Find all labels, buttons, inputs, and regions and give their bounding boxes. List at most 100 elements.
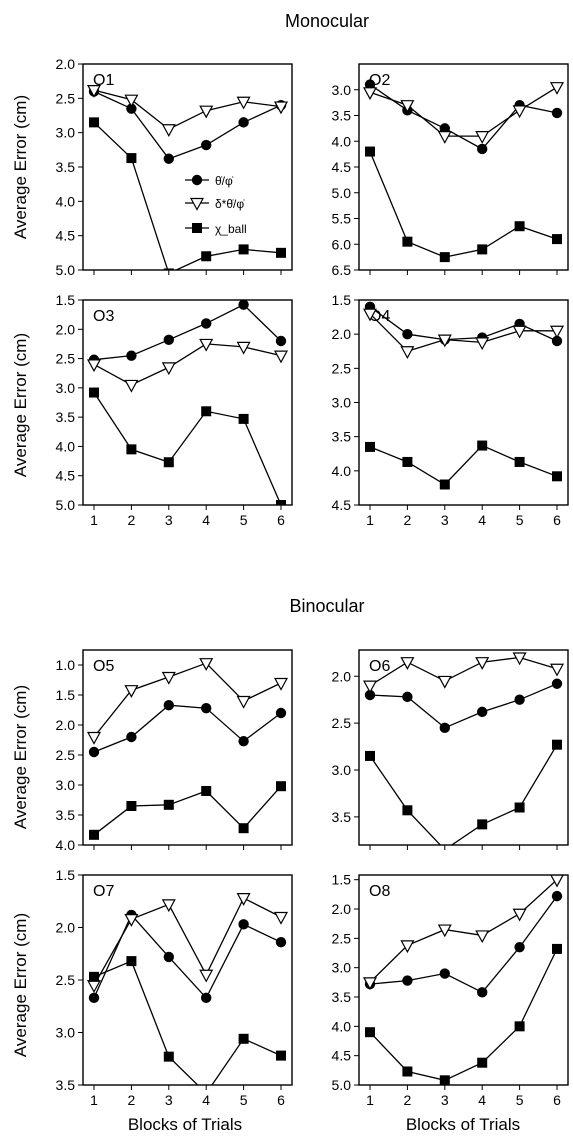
data-point-circle (439, 123, 450, 134)
x-tick-label: 1 (90, 512, 98, 528)
data-point-triangle (161, 671, 176, 685)
data-point-square (201, 406, 212, 417)
series-line-triangle-down (93, 662, 282, 738)
data-point-triangle (475, 131, 490, 144)
y-axis-label-row4: Average Error (cm) (11, 913, 30, 1057)
panel-o4: 1.52.02.53.03.54.04.51 2 3 4 5 6O4 (332, 292, 569, 528)
data-point-square (365, 441, 375, 452)
data-point-triangle (86, 359, 102, 373)
x-tick-label: 1 (366, 512, 374, 528)
data-point-square (552, 471, 562, 482)
x-tick-label: 3 (165, 512, 173, 528)
series-line-triangle-down (369, 313, 557, 353)
data-point-square (365, 1027, 375, 1038)
data-point-triangle (549, 82, 565, 95)
series-line-triangle-down (369, 656, 558, 687)
y-tick-label: 3.0 (332, 395, 352, 411)
data-point-triangle (124, 685, 139, 698)
data-point-square (402, 456, 413, 467)
data-point-square (276, 1050, 286, 1061)
data-point-square (514, 221, 525, 232)
series-group (362, 79, 565, 263)
x-tick-label: 2 (404, 1092, 412, 1108)
x-axis-label-right: Blocks of Trials (406, 1115, 520, 1134)
y-tick-label: 4.5 (332, 1048, 352, 1064)
y-tick-label: 3.5 (56, 1077, 76, 1093)
data-point-square (276, 500, 286, 505)
x-tick-label: 1 (366, 1092, 374, 1108)
series-group (362, 875, 564, 1085)
data-point-triangle (400, 657, 415, 670)
data-point-circle (402, 975, 413, 986)
x-tick-label: 3 (165, 1092, 173, 1108)
data-point-circle (201, 318, 212, 329)
series-line-square (369, 151, 558, 258)
y-tick-label: 2.0 (56, 717, 76, 733)
panel-label: O3 (93, 308, 114, 325)
panel-label: O8 (369, 883, 390, 900)
y-tick-label: 5.5 (332, 211, 352, 227)
y-tick-label: 2.0 (332, 326, 352, 342)
y-tick-label: 2.0 (56, 56, 76, 72)
data-point-square (126, 956, 137, 967)
data-point-square (552, 234, 562, 245)
legend-marker-triangle (189, 197, 205, 211)
data-point-square (201, 786, 212, 796)
series-line-square (93, 785, 282, 836)
data-point-circle (238, 919, 249, 930)
series-line-circle (369, 683, 558, 729)
data-point-triangle (549, 663, 565, 677)
data-point-square (163, 799, 174, 810)
y-tick-label: 3.5 (56, 807, 76, 823)
data-point-circle (163, 951, 174, 963)
series-line-circle (369, 895, 558, 994)
data-point-triangle (199, 105, 214, 119)
data-point-triangle (362, 680, 378, 694)
data-point-triangle (199, 658, 214, 671)
panels: 2.0 2.5 3.0 3.5 4.0 4.5 5.0 O1 3.0 3.5 4.0 4.5 5.0 5.… (56, 56, 569, 1108)
y-tick-label: 2.5 (332, 930, 352, 946)
y-tick-label: 5.0 (56, 497, 76, 513)
series-line-circle (369, 84, 558, 150)
panel-o7: 1.5 2.0 2.5 3.0 3.5 1 2 3 4 5 6 O7 (56, 867, 293, 1108)
y-tick-label: 3.5 (56, 159, 76, 175)
series-line-square (369, 744, 558, 845)
y-tick-label: 5.0 (56, 262, 76, 278)
y-tick-label: 2.5 (56, 972, 76, 988)
y-tick-label: 3.0 (332, 82, 352, 98)
data-point-square (365, 146, 375, 157)
x-axis-label-left: Blocks of Trials (128, 1115, 242, 1134)
series-line-square (93, 392, 282, 505)
data-point-square (89, 117, 99, 128)
y-tick-label: 3.5 (332, 108, 352, 124)
y-tick-label: 4.0 (332, 133, 352, 149)
x-tick-label: 4 (202, 512, 210, 528)
section-title-binocular: Binocular (289, 596, 364, 616)
data-point-triangle (86, 84, 102, 98)
data-point-circle (275, 707, 287, 719)
series-group (86, 300, 289, 505)
x-tick-label: 3 (441, 1092, 449, 1108)
y-tick-label: 4.5 (332, 497, 352, 513)
data-point-triangle (236, 96, 251, 110)
data-point-square (163, 457, 174, 468)
series-line-circle (93, 90, 282, 160)
y-tick-label: 3.5 (332, 809, 352, 825)
data-point-square (552, 739, 562, 750)
y-tick-label: 4.5 (332, 159, 352, 175)
x-tick-label: 6 (553, 512, 561, 528)
data-point-circle (551, 107, 563, 119)
data-point-triangle (161, 124, 176, 137)
data-point-triangle (124, 94, 139, 108)
data-point-square (439, 252, 450, 263)
data-point-circle (163, 153, 174, 164)
series-group (86, 84, 289, 270)
y-tick-label: 3.5 (332, 429, 352, 445)
x-tick-label: 6 (277, 512, 285, 528)
series-line-square (93, 121, 282, 270)
data-point-circle (201, 703, 212, 714)
x-tick-label: 5 (240, 512, 248, 528)
data-point-square (126, 153, 137, 164)
data-point-square (201, 251, 212, 262)
data-point-square (365, 750, 375, 761)
